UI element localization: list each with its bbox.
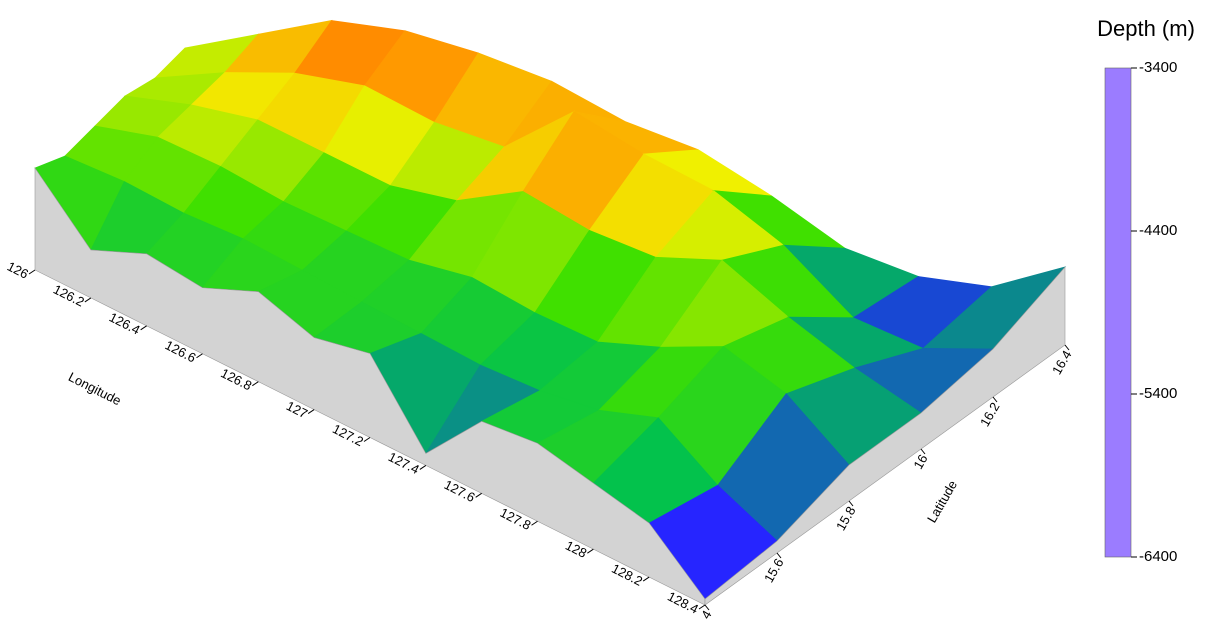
x-tick — [140, 325, 147, 331]
colorbar-title: Depth (m) — [1097, 16, 1195, 41]
x-tick — [531, 520, 538, 526]
y-tick — [848, 500, 854, 507]
y-tick — [776, 552, 782, 559]
y-tick — [992, 396, 998, 403]
x-axis-label: Longitude — [66, 369, 124, 408]
y-tick-label: 15.4 — [689, 608, 715, 619]
colorbar-tick-label: -3400 — [1139, 59, 1177, 76]
colorbar-tick-label: -5400 — [1139, 385, 1177, 402]
y-tick — [1064, 344, 1070, 351]
x-tick — [419, 465, 427, 470]
x-tick — [252, 381, 259, 387]
y-tick — [704, 604, 710, 611]
y-tick — [920, 448, 926, 455]
y-axis-label: Latitude — [924, 478, 960, 526]
x-tick — [642, 576, 650, 582]
x-tick — [307, 409, 315, 414]
colorbar — [1104, 67, 1132, 558]
x-tick — [28, 269, 36, 275]
x-tick-label: 126 — [5, 259, 31, 282]
colorbar-tick-label: -4400 — [1139, 222, 1177, 239]
colorbar-tick-label: -6400 — [1139, 548, 1177, 565]
x-tick — [587, 548, 594, 554]
x-tick — [475, 492, 482, 498]
x-tick — [698, 604, 706, 610]
y-tick-label: 16 — [910, 452, 930, 472]
x-tick — [363, 437, 371, 442]
x-tick — [84, 297, 92, 303]
x-tick — [196, 353, 203, 359]
